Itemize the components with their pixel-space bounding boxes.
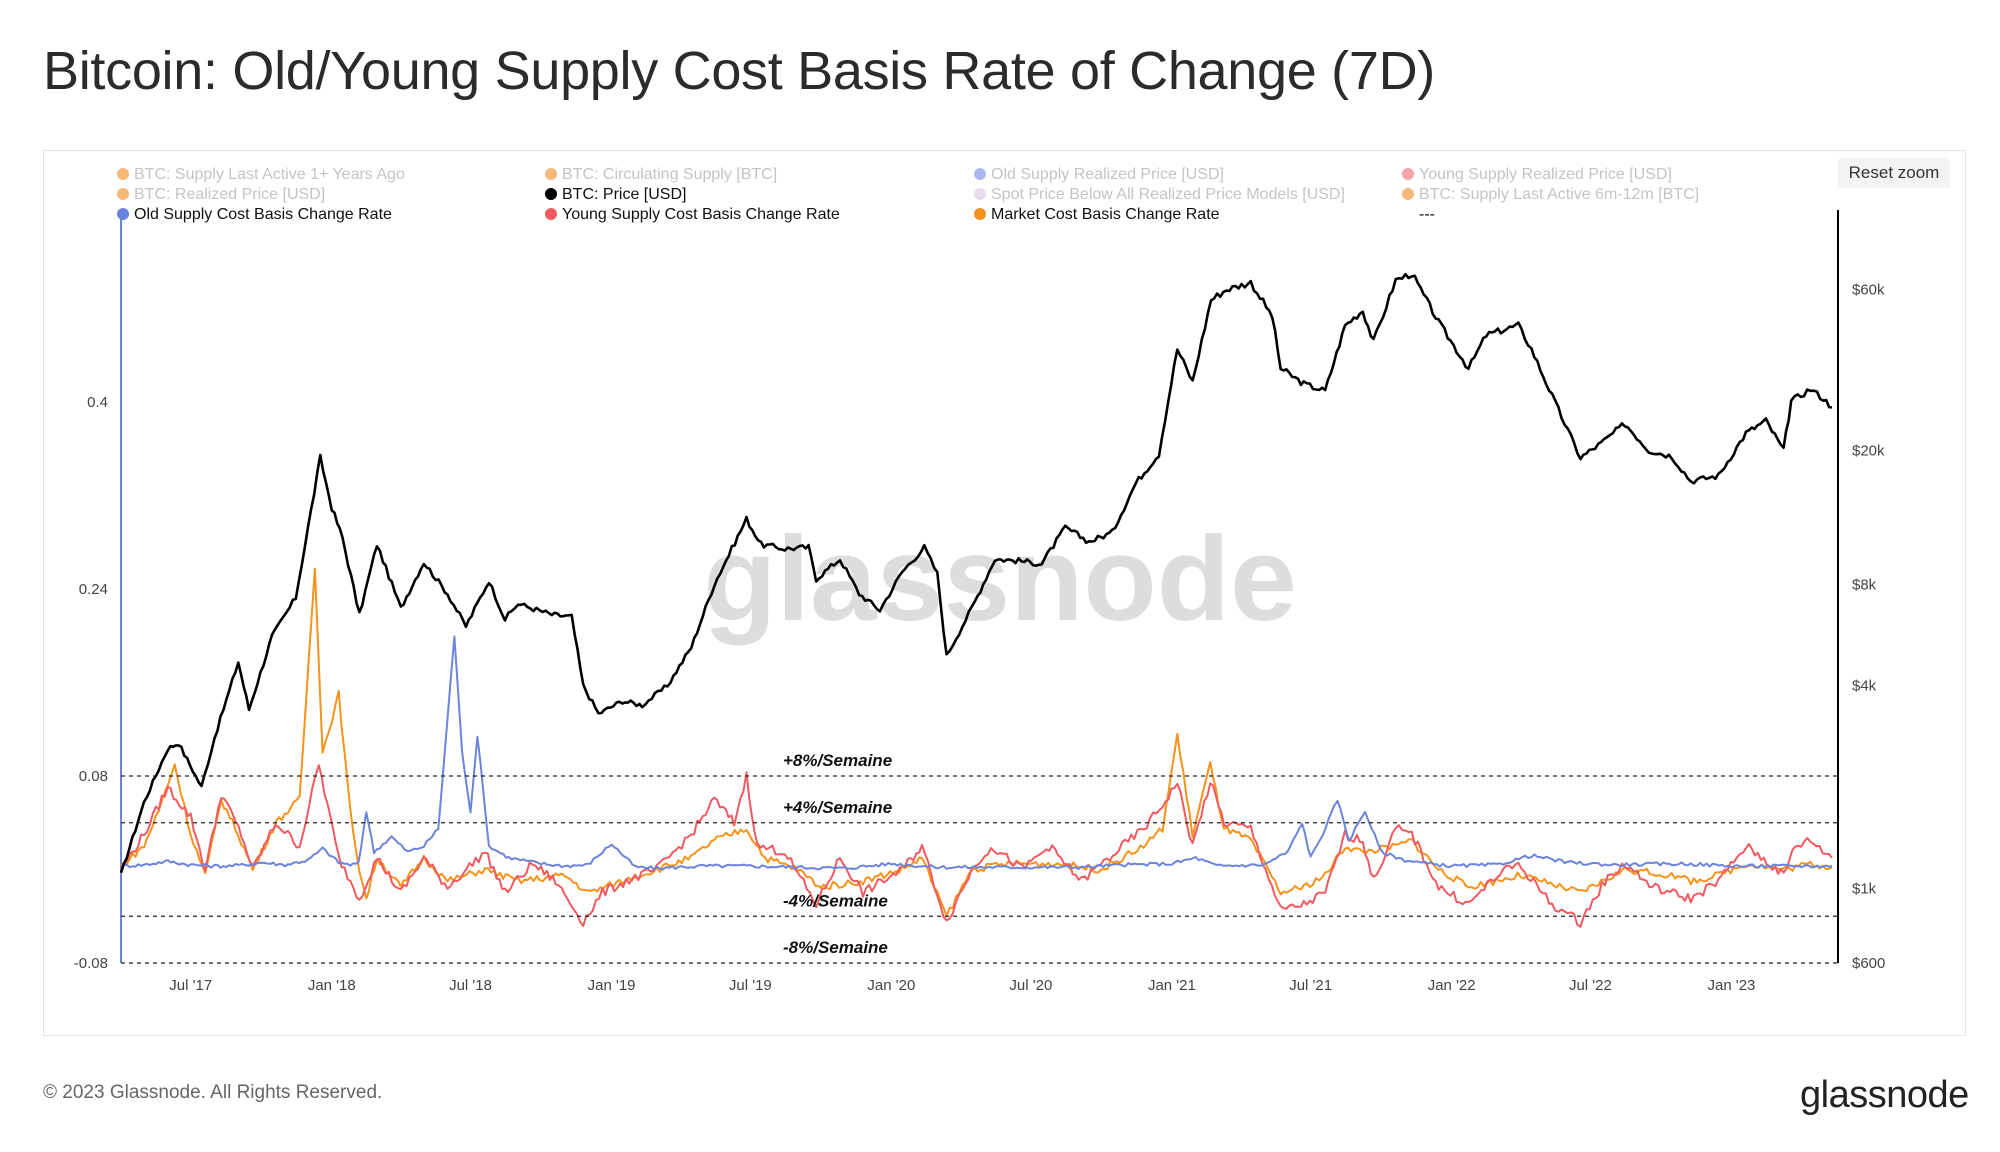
y-right-tick-label: $8k [1852, 576, 1877, 593]
y-left-tick-label: 0.4 [87, 394, 108, 411]
axes: -0.08 0.08 0.24 0.4 $600 $1k $4k $8k $20k $60k Jul… [74, 210, 1885, 994]
legend-label-young-supply-cost-basis-change-rate: Young Supply Cost Basis Change Rate [562, 206, 840, 223]
y-left-tick-label: 0.08 [79, 768, 108, 785]
page-title: Bitcoin: Old/Young Supply Cost Basis Rat… [43, 41, 1435, 101]
x-tick-label: Jul '19 [729, 977, 772, 994]
legend-label-btc-circulating-supply-btc: BTC: Circulating Supply [BTC] [562, 166, 777, 183]
x-tick-label: Jan '22 [1428, 977, 1476, 994]
watermark: glassnode [703, 512, 1297, 646]
series-btc-price-usd [119, 272, 1833, 874]
x-tick-label: Jan '21 [1148, 977, 1196, 994]
x-tick-label: Jul '18 [449, 977, 492, 994]
legend-label-market-cost-basis-change-rate: Market Cost Basis Change Rate [991, 206, 1220, 223]
legend-marker-btc-realized-price-usd [117, 188, 129, 200]
series-lines [119, 272, 1833, 928]
series-old-supply-cost-basis-change-rate [120, 635, 1833, 871]
x-tick-label: Jan '23 [1708, 977, 1756, 994]
series-market-cost-basis-change-rate [120, 567, 1833, 918]
x-tick-label: Jul '22 [1569, 977, 1612, 994]
legend-marker-young-supply-realized-price-usd [1402, 168, 1414, 180]
y-left-tick-label: -0.08 [74, 955, 108, 972]
legend-marker-old-supply-cost-basis-change-rate [117, 208, 129, 220]
copyright-text: © 2023 Glassnode. All Rights Reserved. [43, 1082, 383, 1103]
reference-label-8-semaine: +8%/Semaine [783, 751, 892, 770]
legend-marker-btc-circulating-supply-btc [545, 168, 557, 180]
legend-marker-btc-supply-last-active-6m-12m-btc [1402, 188, 1414, 200]
x-tick-label: Jul '21 [1289, 977, 1332, 994]
x-tick-label: Jul '20 [1009, 977, 1052, 994]
x-tick-label: Jan '20 [867, 977, 915, 994]
y-left-tick-label: 0.24 [79, 581, 108, 598]
legend-label-young-supply-realized-price-usd: Young Supply Realized Price [USD] [1419, 166, 1672, 183]
legend-marker-market-cost-basis-change-rate [974, 208, 986, 220]
reset-zoom-button[interactable]: Reset zoom [1838, 158, 1950, 188]
y-right-tick-label: $4k [1852, 678, 1877, 695]
x-tick-label: Jan '19 [588, 977, 636, 994]
legend-marker-spot-price-below-all-realized-price-models-usd [974, 188, 986, 200]
chart-panel [43, 150, 1966, 1036]
x-tick-label: Jul '17 [169, 977, 212, 994]
legend-label-btc-supply-last-active-1-years-ago: BTC: Supply Last Active 1+ Years Ago [134, 166, 405, 183]
reference-label-4-semaine: +4%/Semaine [783, 798, 892, 817]
legend-marker-btc-supply-last-active-1-years-ago [117, 168, 129, 180]
legend-label-old-supply-realized-price-usd: Old Supply Realized Price [USD] [991, 166, 1224, 183]
legend-marker-young-supply-cost-basis-change-rate [545, 208, 557, 220]
reference-label-4-semaine: -4%/Semaine [783, 891, 888, 910]
legend-label-spot-price-below-all-realized-price-models-usd: Spot Price Below All Realized Price Mode… [991, 186, 1345, 203]
legend-label-old-supply-cost-basis-change-rate: Old Supply Cost Basis Change Rate [134, 206, 392, 223]
legend-marker-old-supply-realized-price-usd [974, 168, 986, 180]
y-right-tick-label: $20k [1852, 442, 1885, 459]
legend-label-btc-realized-price-usd: BTC: Realized Price [USD] [134, 186, 325, 203]
series-young-supply-cost-basis-change-rate [120, 764, 1833, 928]
legend-label-btc-price-usd: BTC: Price [USD] [562, 186, 686, 203]
y-right-tick-label: $600 [1852, 955, 1885, 972]
legend-label-btc-supply-last-active-6m-12m-btc: BTC: Supply Last Active 6m-12m [BTC] [1419, 186, 1699, 203]
x-tick-label: Jan '18 [308, 977, 356, 994]
reference-label-8-semaine: -8%/Semaine [783, 938, 888, 957]
y-right-tick-label: $1k [1852, 880, 1877, 897]
legend-marker-btc-price-usd [545, 188, 557, 200]
reference-lines: +8%/Semaine +4%/Semaine -4%/Semaine -8%/Sem… [121, 751, 1838, 964]
glassnode-logo: glassnode [1800, 1074, 1969, 1116]
legend-label-separator: --- [1419, 206, 1435, 223]
y-right-tick-label: $60k [1852, 282, 1885, 299]
legend: BTC: Supply Last Active 1+ Years Ago BTC:… [117, 166, 1699, 223]
